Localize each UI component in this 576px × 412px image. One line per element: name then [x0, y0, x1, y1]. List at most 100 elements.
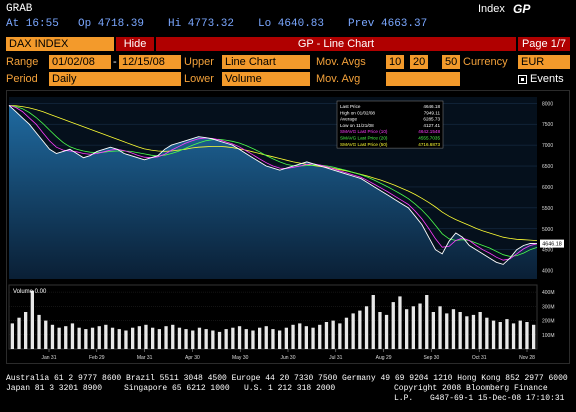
- ticker-field[interactable]: DAX INDEX: [6, 37, 114, 51]
- last-price-tag: 4646.18: [540, 239, 564, 248]
- range-start-field[interactable]: 01/02/08: [49, 55, 111, 69]
- page-indicator[interactable]: Page 1/7: [518, 37, 570, 51]
- volume-bar: [24, 312, 28, 349]
- date-tick-label: Jun 30: [280, 355, 295, 361]
- price-axis: 8000 7500 7000 6500 6000 5500 5000 4500 4000: [542, 101, 553, 274]
- volume-bar: [117, 329, 121, 349]
- volume-axis: 400M 300M 200M 100M: [542, 290, 555, 339]
- volume-bar: [371, 295, 375, 349]
- period-select[interactable]: Daily: [49, 72, 181, 86]
- currency-field[interactable]: EUR: [518, 55, 570, 69]
- volume-bar: [431, 312, 435, 349]
- volume-bar: [191, 330, 195, 349]
- footer-singapore: Singapore 65 6212 1000: [124, 384, 230, 393]
- volume-bar: [57, 327, 61, 349]
- volume-bar: [511, 323, 516, 349]
- date-tick-label: Apr 30: [185, 355, 200, 361]
- footer-us: U.S. 1 212 318 2000: [244, 384, 336, 393]
- chart-panel[interactable]: 8000 7500 7000 6500 6000 5500 5000 4500 4000 Las…: [6, 90, 570, 364]
- volume-bar: [177, 327, 182, 349]
- volume-bar: [258, 327, 262, 349]
- volume-bar: [338, 323, 342, 349]
- function-code-gp[interactable]: GP: [513, 2, 531, 16]
- sma50-line: [8, 105, 538, 241]
- volume-bar: [17, 317, 21, 349]
- volume-bar: [344, 317, 349, 349]
- series-lines: [8, 105, 538, 265]
- price-tick-label: 4000: [542, 269, 553, 275]
- legend-box: Last Price 4646.18 High on 01/02/08 7949.11…: [336, 100, 444, 149]
- events-checkbox[interactable]: [518, 75, 527, 84]
- volume-bar: [224, 329, 228, 349]
- period-label: Period: [6, 73, 38, 85]
- volume-bar: [471, 314, 476, 349]
- legend-row-value: 4716.6873: [418, 142, 440, 147]
- range-separator: -: [113, 56, 117, 68]
- range-end-field[interactable]: 12/15/08: [119, 55, 181, 69]
- legend-row-value: 4555.7035: [418, 136, 440, 141]
- price-tick-label: 4500: [542, 248, 553, 254]
- volume-bar: [131, 327, 135, 349]
- high-label: Hi 4773.32: [168, 18, 235, 30]
- date-tick-label: Mar 31: [137, 355, 153, 361]
- volume-bar: [271, 329, 275, 349]
- volume-bar: [291, 324, 295, 349]
- volume-bar: [217, 331, 222, 349]
- time-label: At 16:55: [6, 18, 59, 30]
- volume-bar: [151, 327, 155, 349]
- volume-bar: [364, 306, 369, 349]
- mov-avg-2-field[interactable]: 20: [410, 55, 428, 69]
- volume-bar: [311, 327, 315, 349]
- volume-bar: [137, 326, 141, 349]
- upper-chart-type-select[interactable]: Line Chart: [222, 55, 310, 69]
- lower-mov-avg-field[interactable]: [386, 72, 460, 86]
- volume-bar: [37, 314, 41, 349]
- footer-line-1: Australia 61 2 9777 8600 Brazil 5511 304…: [6, 374, 568, 383]
- volume-bar: [50, 324, 55, 349]
- sma20-line: [8, 105, 538, 257]
- volume-bar: [197, 327, 202, 349]
- price-area-fill: [9, 105, 537, 280]
- volume-bar: [64, 326, 68, 349]
- volume-bar: [465, 316, 469, 349]
- last-price-tag-bg: [540, 239, 564, 248]
- volume-bar: [491, 320, 496, 349]
- volume-bar: [204, 329, 208, 349]
- mov-avg-3-field[interactable]: 50: [442, 55, 460, 69]
- volume-bar: [110, 327, 115, 349]
- volume-bar: [211, 330, 215, 349]
- legend-row-label: SMAVG Last Price (50): [340, 142, 388, 147]
- mov-avg-label: Mov. Avg: [316, 73, 361, 85]
- volume-bar: [525, 322, 529, 349]
- volume-bar: [445, 313, 449, 349]
- volume-bar: [331, 320, 335, 349]
- volume-bar: [438, 306, 442, 349]
- volume-bar: [451, 309, 456, 349]
- date-tick-label: Nov 28: [519, 355, 535, 361]
- legend-row-label: SMAVG Last Price (20): [340, 136, 388, 141]
- footer-japan: Japan 81 3 3201 8900: [6, 384, 103, 393]
- volume-bar: [164, 326, 168, 349]
- price-tick-label: 7500: [542, 122, 553, 128]
- price-tick-label: 8000: [542, 101, 553, 107]
- hide-button[interactable]: Hide: [116, 37, 154, 51]
- grab-label[interactable]: GRAB: [6, 3, 33, 15]
- volume-tick-label: 400M: [542, 290, 555, 296]
- date-tick-label: Jul 31: [329, 355, 343, 361]
- mov-avg-1-field[interactable]: 10: [386, 55, 404, 69]
- date-tick-label: Oct 31: [472, 355, 487, 361]
- footer-line-3: G487-69-1 15-Dec-08 17:10:31: [430, 394, 565, 403]
- footer-line-2: Japan 81 3 3201 8900 Singapore 65 6212 1…: [6, 384, 570, 403]
- sma10-line: [8, 105, 538, 261]
- volume-bar: [425, 295, 429, 349]
- volume-bar: [10, 323, 14, 349]
- volume-bar: [237, 326, 242, 349]
- lower-chart-type-select[interactable]: Volume: [222, 72, 310, 86]
- legend-row-value: 4646.18: [423, 104, 440, 109]
- date-tick-label: Jan 31: [41, 355, 56, 361]
- legend-row-value: 6285.73: [423, 117, 440, 122]
- volume-bar: [505, 319, 509, 349]
- volume-tick-label: 100M: [542, 333, 555, 339]
- volume-bar: [90, 327, 95, 349]
- volume-bar: [304, 326, 308, 349]
